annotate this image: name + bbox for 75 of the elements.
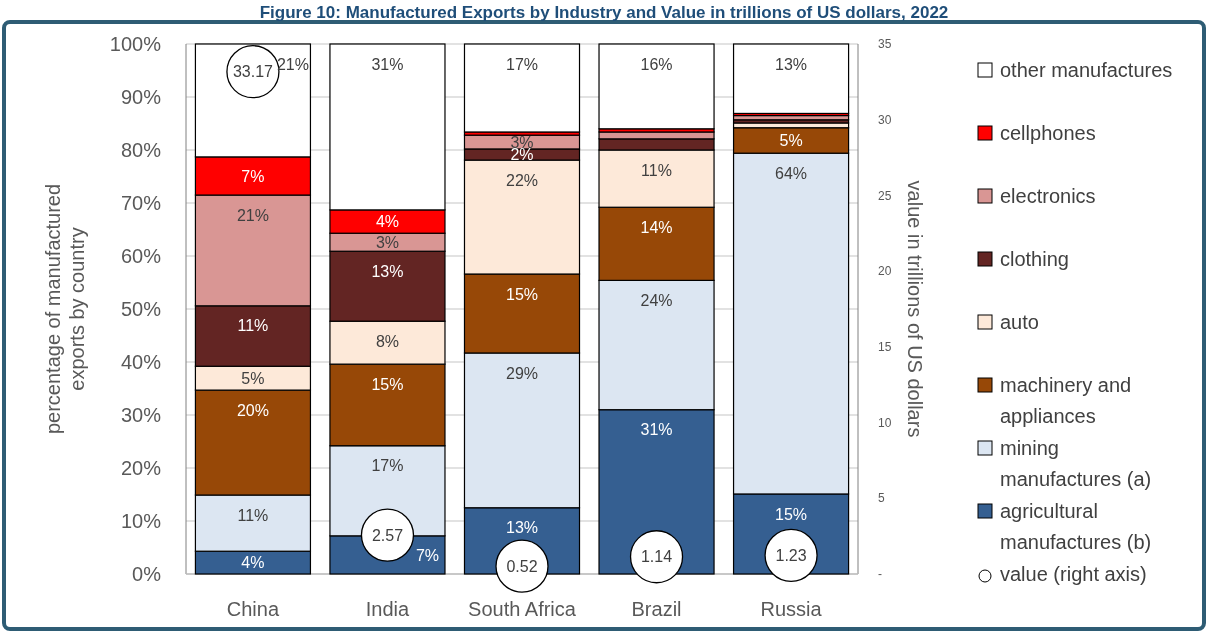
legend-label: value (right axis) (1000, 563, 1147, 585)
data-label: 31% (371, 55, 404, 73)
legend-label: agricultural manufactures (b) (1000, 500, 1152, 553)
data-label: 1.14 (640, 548, 673, 566)
data-label: 20% (236, 401, 269, 419)
y2-tick-label: 20 (878, 264, 892, 279)
data-label: 7% (415, 546, 440, 564)
data-label: 15% (371, 375, 404, 393)
y2-axis-title: value in trillions of US dollars (904, 180, 926, 438)
data-label: 33.17 (232, 63, 274, 81)
data-label: 2.57 (371, 526, 404, 544)
data-label: 14% (640, 218, 673, 236)
x-tick-label: South Africa (468, 598, 577, 620)
data-label: 22% (505, 171, 539, 189)
legend-label: auto (1000, 311, 1039, 333)
bar (463, 43, 581, 133)
data-label: 0.52 (506, 557, 538, 575)
y-tick-label: 70% (120, 192, 162, 214)
data-label: 31% (640, 421, 673, 439)
legend-label: electronics (1000, 185, 1096, 207)
data-label: 4% (375, 213, 400, 231)
data-label: 24% (640, 291, 673, 309)
x-tick-label: Russia (760, 598, 823, 620)
y-tick-label: 10% (120, 510, 162, 532)
data-label: 8% (375, 332, 400, 350)
x-tick-label: India (365, 598, 411, 620)
data-label: 15% (505, 285, 539, 303)
legend-label: clothing (1000, 248, 1069, 270)
x-tick-label: China (226, 598, 280, 620)
data-label: 13% (371, 262, 404, 280)
data-label: 21% (236, 206, 269, 224)
legend-label: mining manufactures (a) (1000, 437, 1152, 490)
legend-label: cellphones (1000, 122, 1096, 144)
data-label: 7% (241, 167, 265, 185)
y2-tick-label: 25 (878, 188, 892, 203)
data-label: 21% (276, 55, 309, 73)
y-axis-title: percentage of manufactured exports by country (42, 183, 88, 435)
y-tick-label: 60% (120, 245, 162, 267)
y-tick-label: 100% (109, 33, 162, 55)
legend-label: other manufactures (1000, 59, 1173, 81)
chart-title: Figure 10: Manufactured Exports by Industry and Value in trillions of US dollars, 2022 (259, 2, 949, 22)
y-tick-label: 50% (120, 298, 162, 320)
y2-tick-label: 35 (878, 37, 892, 52)
data-label: 11% (237, 317, 269, 335)
bar (598, 43, 715, 130)
y2-tick-label: 10 (878, 415, 892, 430)
y2-tick-label: 15 (878, 340, 892, 355)
y2-tick-label: - (878, 567, 882, 582)
data-label: 17% (505, 55, 539, 73)
data-label: 64% (775, 164, 808, 182)
data-label: 5% (779, 132, 803, 150)
data-label: 17% (371, 457, 404, 475)
y-tick-label: 20% (120, 457, 162, 479)
data-label: 13% (775, 55, 808, 73)
y-tick-label: 80% (120, 139, 162, 161)
y-tick-label: 0% (132, 563, 162, 585)
y-tick-label: 90% (120, 86, 162, 108)
x-tick-label: Brazil (631, 598, 682, 620)
data-label: 29% (505, 364, 539, 382)
y-tick-label: 40% (120, 351, 162, 373)
data-label: 2% (510, 146, 534, 164)
data-label: 16% (640, 55, 673, 73)
data-label: 13% (505, 519, 539, 537)
y2-tick-label: 30 (878, 112, 892, 127)
data-label: 1.23 (775, 546, 807, 564)
data-label: 15% (775, 505, 808, 523)
y2-tick-label: 5 (878, 491, 885, 506)
bar (732, 119, 850, 124)
data-label: 5% (241, 369, 265, 387)
bar (732, 43, 850, 115)
data-label: 3% (375, 233, 400, 251)
data-label: 11% (237, 506, 269, 524)
y-tick-label: 30% (120, 404, 162, 426)
data-label: 4% (241, 554, 265, 572)
data-label: 11% (641, 161, 672, 179)
